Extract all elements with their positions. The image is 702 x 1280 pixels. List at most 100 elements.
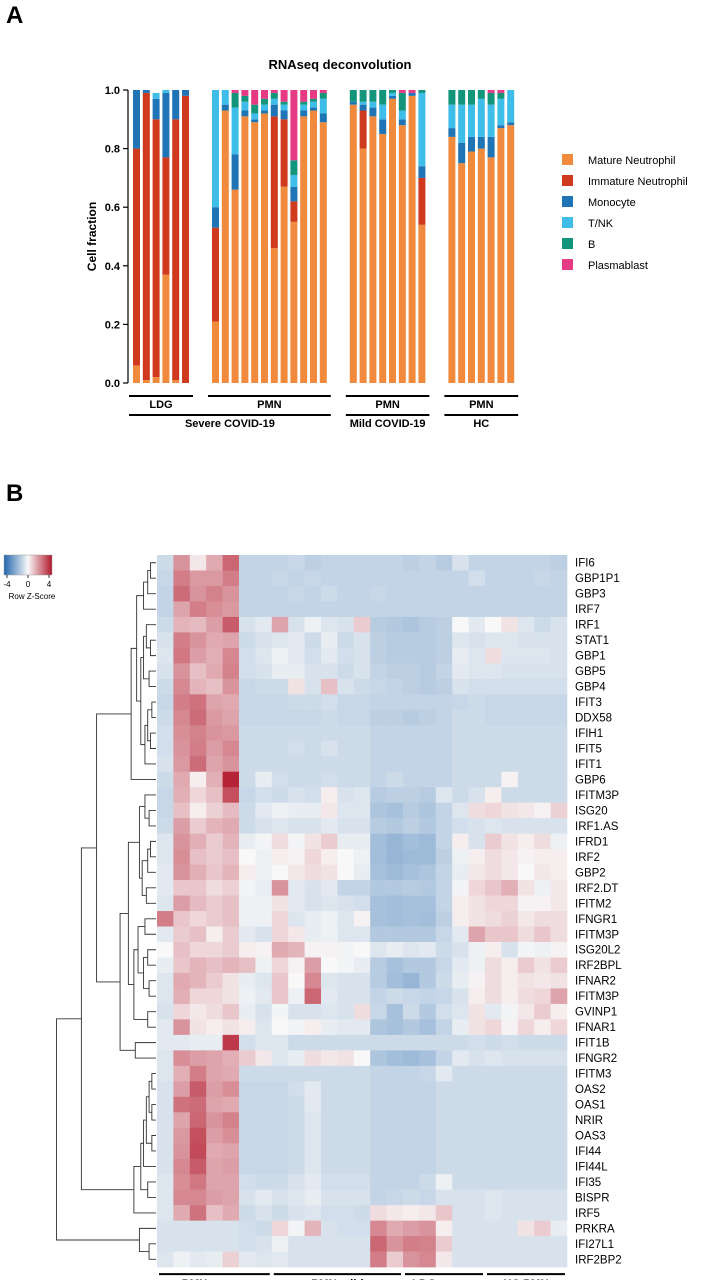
heatmap-cell xyxy=(452,647,469,664)
heatmap-cell xyxy=(337,1034,355,1051)
heatmap-cell xyxy=(501,694,519,711)
bar-segment xyxy=(468,151,475,383)
heatmap-cell xyxy=(239,555,256,571)
heatmap-cell xyxy=(271,1034,289,1051)
heatmap-cell xyxy=(321,756,338,773)
heatmap-cell xyxy=(222,1112,240,1129)
heatmap-cell xyxy=(189,1205,207,1221)
heatmap-cell xyxy=(550,570,568,587)
heatmap-cell xyxy=(189,880,207,896)
heatmap-cell xyxy=(501,601,519,618)
heatmap-cell xyxy=(403,663,420,680)
heatmap-cell xyxy=(222,880,240,896)
heatmap-cell xyxy=(189,1096,207,1113)
heatmap-cell xyxy=(157,911,174,927)
heatmap-cell xyxy=(304,694,322,711)
heatmap-cell xyxy=(452,864,469,881)
heatmap-cell xyxy=(452,1127,469,1144)
bar-segment xyxy=(270,98,278,105)
heatmap-cell xyxy=(435,555,453,571)
heatmap-cell xyxy=(206,771,223,788)
heatmap-cell xyxy=(419,1096,437,1113)
heatmap-cell xyxy=(534,663,551,680)
heatmap-cell xyxy=(534,585,551,602)
heatmap-cell xyxy=(386,802,404,819)
dendrogram-branch xyxy=(151,1104,156,1121)
bar-segment xyxy=(290,221,298,383)
heatmap-cell xyxy=(173,1174,191,1190)
heatmap-cell xyxy=(370,555,387,571)
heatmap-cell xyxy=(353,802,371,819)
bar-segment xyxy=(310,101,317,108)
heatmap-cell xyxy=(370,1236,387,1252)
bar-segment xyxy=(408,92,416,96)
row-label: IFIT3 xyxy=(575,697,602,709)
legend-tick-label: 4 xyxy=(47,580,52,589)
heatmap-cell xyxy=(239,1050,256,1067)
heatmap-cell xyxy=(485,663,502,680)
heatmap-cell xyxy=(173,632,191,649)
heatmap-cell xyxy=(222,632,240,649)
heatmap-cell xyxy=(386,632,404,649)
condition-label: HC xyxy=(473,418,489,430)
heatmap-cell xyxy=(239,694,256,711)
bar-segment xyxy=(290,90,298,161)
heatmap-cell xyxy=(173,1205,191,1221)
heatmap-cell xyxy=(517,942,535,958)
heatmap-cell xyxy=(485,833,502,850)
dendrogram-branch xyxy=(147,1181,156,1198)
heatmap-cell xyxy=(288,864,305,881)
heatmap-cell xyxy=(173,1127,191,1144)
heatmap-cell xyxy=(157,725,174,742)
row-label: IFITM3 xyxy=(575,1069,611,1081)
row-label: IRF2 xyxy=(575,852,600,864)
heatmap-cell xyxy=(189,957,207,974)
heatmap-cell xyxy=(386,725,404,742)
bar-segment xyxy=(152,92,160,99)
heatmap-cell xyxy=(337,694,355,711)
heatmap-cell xyxy=(435,818,453,834)
heatmap-cell xyxy=(501,1174,519,1190)
dendrogram-branch xyxy=(144,794,156,819)
bar-segment xyxy=(418,224,426,383)
dendrogram-branch xyxy=(143,635,150,680)
bar-segment xyxy=(251,113,259,120)
heatmap-cell xyxy=(239,1205,256,1221)
dendrogram-branch xyxy=(145,887,156,904)
heatmap-cell xyxy=(321,570,338,587)
heatmap-cell xyxy=(255,694,273,711)
heatmap-cell xyxy=(550,864,568,881)
heatmap-cell xyxy=(485,1019,502,1036)
heatmap-cell xyxy=(419,740,437,757)
heatmap-cell xyxy=(173,880,191,896)
heatmap-cell xyxy=(321,957,338,974)
heatmap-cell xyxy=(173,1081,191,1098)
heatmap-cell xyxy=(337,864,355,881)
heatmap-cell xyxy=(452,1096,469,1113)
heatmap-cell xyxy=(370,1096,387,1113)
heatmap-cell xyxy=(403,1034,420,1051)
dendrogram-branch xyxy=(119,913,136,1051)
heatmap-cell xyxy=(452,678,469,695)
heatmap-cell xyxy=(550,616,568,633)
heatmap-cell xyxy=(157,787,174,803)
heatmap-cell xyxy=(206,1096,223,1113)
heatmap-cell xyxy=(550,1096,568,1113)
legend-label: Immature Neutrophil xyxy=(588,176,688,188)
heatmap-cell xyxy=(419,1065,437,1082)
heatmap-cell xyxy=(550,957,568,974)
heatmap-cell xyxy=(452,570,469,587)
heatmap-cell xyxy=(271,926,289,943)
heatmap-cell xyxy=(403,911,420,927)
heatmap-cell xyxy=(239,802,256,819)
heatmap-cell xyxy=(189,1127,207,1144)
heatmap-cell xyxy=(206,1003,223,1020)
heatmap-cell xyxy=(189,663,207,680)
heatmap-cell xyxy=(173,678,191,695)
heatmap-cell xyxy=(189,802,207,819)
row-label: IFIT5 xyxy=(575,744,602,756)
row-label: IFI44 xyxy=(575,1146,602,1158)
heatmap-cell xyxy=(452,1112,469,1129)
heatmap-cell xyxy=(403,926,420,943)
heatmap-cell xyxy=(157,1003,174,1020)
